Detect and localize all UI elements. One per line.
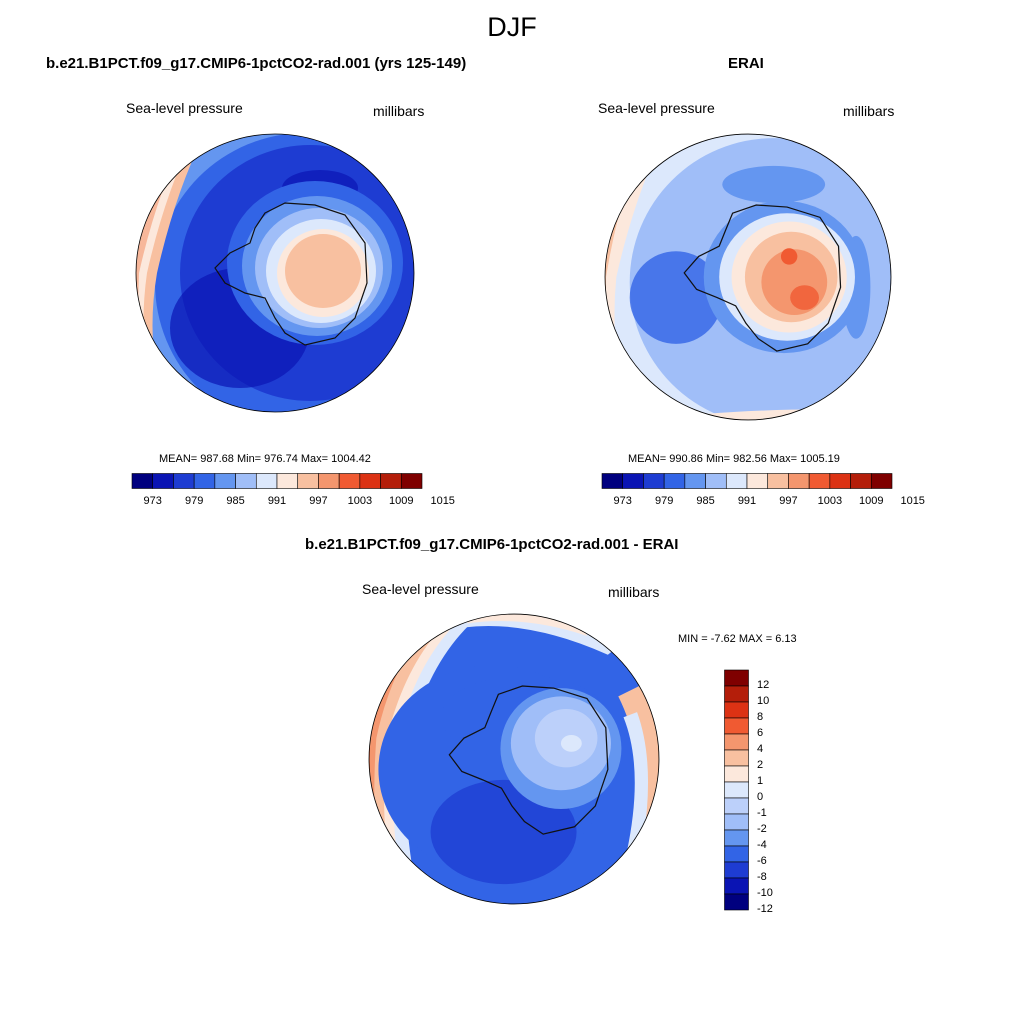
colorbar-swatch: [724, 685, 749, 703]
colorbar-swatch: [724, 749, 749, 767]
colorbar-swatch: [724, 813, 749, 831]
panel-1-colorbar: [131, 473, 423, 489]
colorbar-swatch: [724, 797, 749, 815]
colorbar-swatch: [131, 473, 154, 489]
colorbar-tick-label: 1015: [900, 495, 925, 507]
colorbar-swatch: [338, 473, 361, 489]
colorbar-swatch: [746, 473, 769, 489]
colorbar-tick-label: 973: [143, 495, 162, 507]
colorbar-swatch: [235, 473, 257, 489]
colorbar-swatch: [705, 473, 727, 489]
colorbar-swatch: [684, 473, 706, 489]
colorbar-swatch: [214, 473, 236, 489]
colorbar-tick-label: 10: [757, 695, 770, 707]
colorbar-tick-label: -8: [757, 871, 767, 883]
panel-2-title: ERAI: [728, 55, 764, 72]
colorbar-tick-label: 997: [309, 495, 328, 507]
colorbar-swatch: [724, 669, 749, 687]
colorbar-swatch: [767, 473, 789, 489]
colorbar-tick-label: 1003: [347, 495, 373, 507]
figure-title: DJF: [487, 12, 537, 42]
colorbar-swatch: [724, 717, 749, 735]
panel-2-map: [604, 133, 892, 421]
colorbar-tick-label: 991: [267, 495, 287, 507]
colorbar-swatch: [724, 829, 749, 847]
colorbar-swatch: [724, 765, 749, 783]
colorbar-swatch: [724, 861, 749, 879]
colorbar-tick-label: 2: [757, 759, 764, 771]
colorbar-tick-label: 1003: [817, 495, 843, 507]
panel-2-units-label: millibars: [843, 103, 895, 119]
colorbar-tick-label: -10: [757, 887, 773, 899]
panel-1-title: b.e21.B1PCT.f09_g17.CMIP6-1pctCO2-rad.00…: [46, 55, 467, 72]
colorbar-tick-label: 979: [654, 495, 674, 507]
panel-2-stats: MEAN= 990.86 Min= 982.56 Max= 1005.19: [628, 453, 840, 465]
colorbar-swatch: [788, 473, 810, 489]
colorbar-tick-label: 12: [757, 679, 770, 691]
colorbar-swatch: [359, 473, 381, 489]
panel-1-stats: MEAN= 987.68 Min= 976.74 Max= 1004.42: [159, 453, 371, 465]
colorbar-tick-label: 973: [613, 495, 632, 507]
colorbar-swatch: [152, 473, 174, 489]
colorbar-swatch: [276, 473, 299, 489]
panel-1-units-label: millibars: [373, 103, 425, 119]
colorbar-tick-label: -4: [757, 839, 767, 851]
colorbar-tick-label: -2: [757, 823, 767, 835]
colorbar-swatch: [193, 473, 216, 489]
colorbar-swatch: [870, 473, 893, 489]
colorbar-swatch: [318, 473, 340, 489]
colorbar-tick-label: 979: [184, 495, 204, 507]
colorbar-swatch: [255, 473, 278, 489]
colorbar-tick-label: 6: [757, 727, 764, 739]
panel-1-map: [135, 133, 415, 413]
colorbar-swatch: [724, 781, 749, 799]
colorbar-swatch: [622, 473, 644, 489]
colorbar-tick-label: 985: [226, 495, 245, 507]
panel-3-variable-label: Sea-level pressure: [362, 581, 479, 597]
colorbar-swatch: [829, 473, 851, 489]
colorbar-tick-label: 1009: [859, 495, 884, 507]
panel-3-map: [368, 613, 660, 905]
panel-3-colorbar: [724, 669, 749, 911]
colorbar-swatch: [724, 701, 749, 719]
colorbar-tick-label: -1: [757, 807, 767, 819]
colorbar-tick-label: 8: [757, 711, 764, 723]
colorbar-tick-label: 1015: [430, 495, 455, 507]
colorbar-swatch: [725, 473, 748, 489]
colorbar-swatch: [808, 473, 831, 489]
panel-3-units-label: millibars: [608, 584, 660, 600]
panel-1-variable-label: Sea-level pressure: [126, 100, 243, 116]
panel-3-stats: MIN = -7.62 MAX = 6.13: [678, 633, 797, 645]
colorbar-swatch: [663, 473, 686, 489]
colorbar-swatch: [724, 845, 749, 863]
panel-3-title: b.e21.B1PCT.f09_g17.CMIP6-1pctCO2-rad.00…: [305, 536, 679, 553]
colorbar-swatch: [724, 877, 749, 895]
colorbar-tick-label: 991: [737, 495, 757, 507]
colorbar-tick-label: 1: [757, 775, 764, 787]
colorbar-tick-label: 985: [696, 495, 715, 507]
panel-2-colorbar: [601, 473, 893, 489]
colorbar-swatch: [400, 473, 423, 489]
colorbar-swatch: [724, 733, 749, 751]
colorbar-tick-label: 4: [757, 743, 764, 755]
colorbar-swatch: [724, 893, 749, 911]
panel-2-variable-label: Sea-level pressure: [598, 100, 715, 116]
colorbar-tick-label: 1009: [389, 495, 414, 507]
colorbar-swatch: [380, 473, 402, 489]
colorbar-tick-label: 997: [779, 495, 798, 507]
colorbar-swatch: [850, 473, 872, 489]
colorbar-tick-label: -6: [757, 855, 767, 867]
colorbar-swatch: [173, 473, 195, 489]
colorbar-swatch: [297, 473, 319, 489]
colorbar-tick-label: -12: [757, 903, 773, 915]
colorbar-swatch: [643, 473, 665, 489]
colorbar-swatch: [601, 473, 624, 489]
colorbar-tick-label: 0: [757, 791, 764, 803]
